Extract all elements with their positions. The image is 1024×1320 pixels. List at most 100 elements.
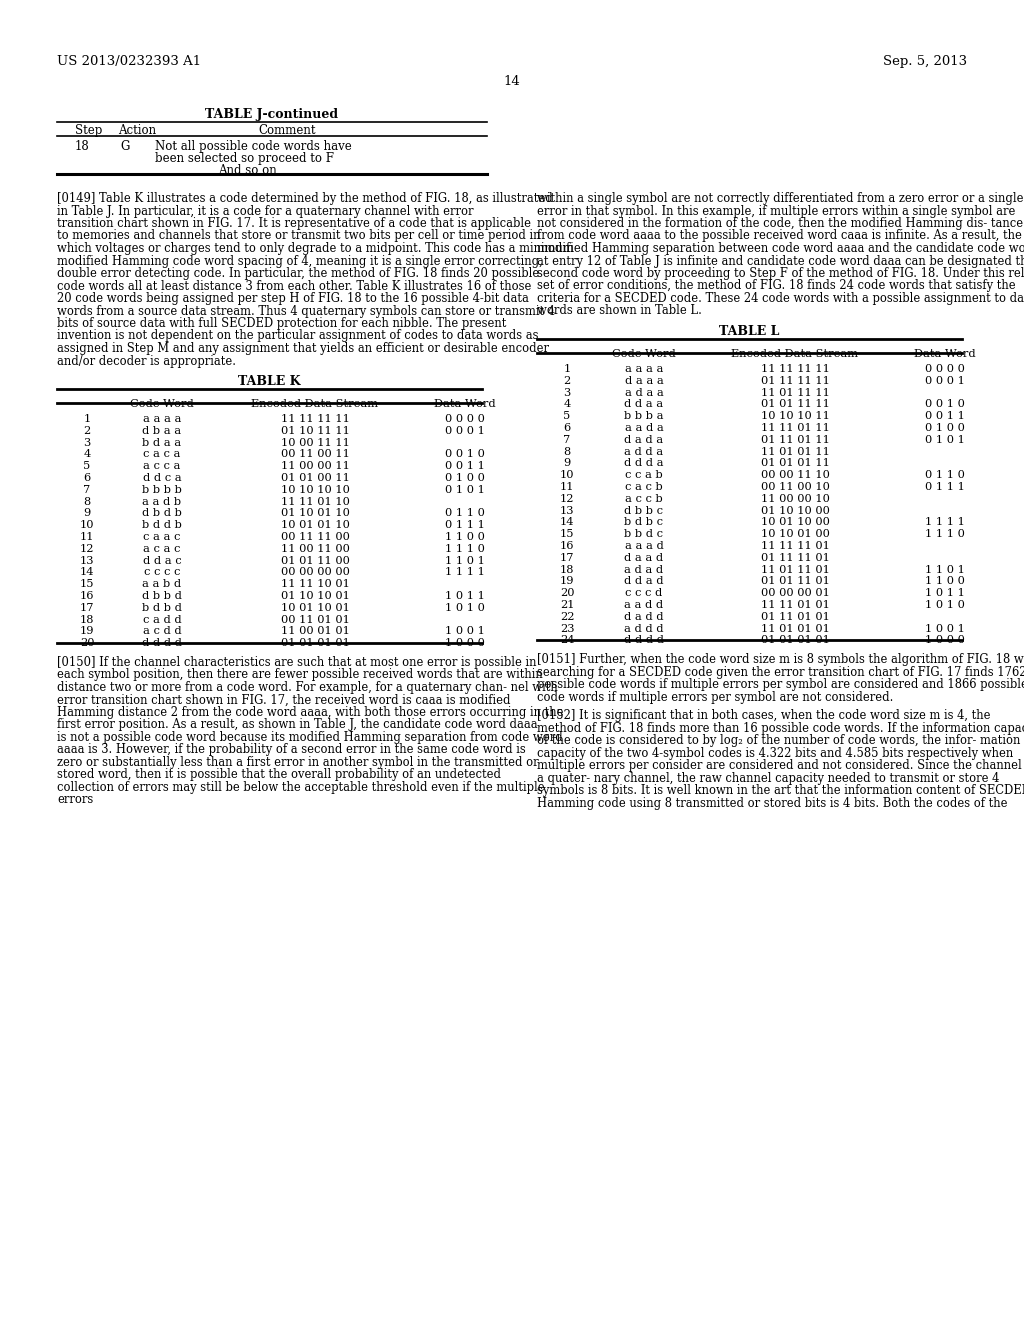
Text: 11 11 11 01: 11 11 11 01: [761, 541, 829, 550]
Text: to memories and channels that store or transmit two bits per cell or time period: to memories and channels that store or t…: [57, 230, 541, 243]
Text: 4: 4: [563, 400, 570, 409]
Text: b d b c: b d b c: [625, 517, 664, 528]
Text: 01 10 11 11: 01 10 11 11: [281, 426, 349, 436]
Text: 00 11 11 00: 00 11 11 00: [281, 532, 349, 543]
Text: 1 0 1 1: 1 0 1 1: [925, 589, 965, 598]
Text: 6: 6: [563, 422, 570, 433]
Text: [0151] Further, when the code word size m is 8 symbols the algorithm of FIG. 18 : [0151] Further, when the code word size …: [537, 653, 1024, 667]
Text: been selected so proceed to F: been selected so proceed to F: [155, 152, 334, 165]
Text: 01 11 01 11: 01 11 01 11: [761, 434, 829, 445]
Text: 1 1 0 0: 1 1 0 0: [445, 532, 485, 543]
Text: b b d c: b b d c: [625, 529, 664, 539]
Text: Code Word: Code Word: [612, 348, 676, 359]
Text: of the code is considered to by log₂ of the number of code words, the infor- mat: of the code is considered to by log₂ of …: [537, 734, 1020, 747]
Text: 01 01 01 11: 01 01 01 11: [761, 458, 829, 469]
Text: symbols is 8 bits. It is well known in the art that the information content of S: symbols is 8 bits. It is well known in t…: [537, 784, 1024, 797]
Text: d a a a: d a a a: [625, 376, 664, 385]
Text: 01 01 11 11: 01 01 11 11: [761, 400, 829, 409]
Text: 22: 22: [560, 611, 574, 622]
Text: 12: 12: [560, 494, 574, 504]
Text: a d d a: a d d a: [625, 446, 664, 457]
Text: a c c a: a c c a: [143, 461, 180, 471]
Text: Data Word: Data Word: [914, 348, 976, 359]
Text: 14: 14: [560, 517, 574, 528]
Text: 01 01 00 11: 01 01 00 11: [281, 473, 349, 483]
Text: 0 0 1 1: 0 0 1 1: [445, 461, 485, 471]
Text: 23: 23: [560, 623, 574, 634]
Text: 9: 9: [563, 458, 570, 469]
Text: 14: 14: [80, 568, 94, 577]
Text: 01 01 11 00: 01 01 11 00: [281, 556, 349, 565]
Text: 1 0 0 1: 1 0 0 1: [445, 627, 485, 636]
Text: Hamming distance 2 from the code word aaaa, with both those errors occurring in : Hamming distance 2 from the code word aa…: [57, 706, 563, 719]
Text: Encoded Data Stream: Encoded Data Stream: [252, 399, 379, 409]
Text: 1 0 0 0: 1 0 0 0: [445, 638, 485, 648]
Text: 1: 1: [563, 364, 570, 374]
Text: 0 1 0 1: 0 1 0 1: [445, 484, 485, 495]
Text: 2: 2: [83, 426, 91, 436]
Text: 00 00 11 10: 00 00 11 10: [761, 470, 829, 480]
Text: US 2013/0232393 A1: US 2013/0232393 A1: [57, 55, 201, 69]
Text: 11 11 10 01: 11 11 10 01: [281, 579, 349, 589]
Text: stored word, then it is possible that the overall probability of an undetected: stored word, then it is possible that th…: [57, 768, 501, 781]
Text: 11 11 11 11: 11 11 11 11: [281, 414, 349, 424]
Text: 10 00 11 11: 10 00 11 11: [281, 438, 349, 447]
Text: in Table J. In particular, it is a code for a quaternary channel with error: in Table J. In particular, it is a code …: [57, 205, 473, 218]
Text: 17: 17: [80, 603, 94, 612]
Text: 11 00 11 00: 11 00 11 00: [281, 544, 349, 554]
Text: error transition chart shown in FIG. 17, the received word is caaa is modified: error transition chart shown in FIG. 17,…: [57, 693, 511, 706]
Text: double error detecting code. In particular, the method of FIG. 18 finds 20 possi: double error detecting code. In particul…: [57, 267, 540, 280]
Text: 11 11 01 11: 11 11 01 11: [761, 422, 829, 433]
Text: 01 11 11 01: 01 11 11 01: [761, 553, 829, 562]
Text: d d a c: d d a c: [142, 556, 181, 565]
Text: 15: 15: [560, 529, 574, 539]
Text: d b b d: d b b d: [142, 591, 182, 601]
Text: d b a a: d b a a: [142, 426, 181, 436]
Text: Hamming code using 8 transmitted or stored bits is 4 bits. Both the codes of the: Hamming code using 8 transmitted or stor…: [537, 797, 1008, 809]
Text: c c c d: c c c d: [626, 589, 663, 598]
Text: 01 10 01 10: 01 10 01 10: [281, 508, 349, 519]
Text: 0 1 0 0: 0 1 0 0: [925, 422, 965, 433]
Text: d d a a: d d a a: [625, 400, 664, 409]
Text: a a d b: a a d b: [142, 496, 181, 507]
Text: Not all possible code words have: Not all possible code words have: [155, 140, 352, 153]
Text: a quater- nary channel, the raw channel capacity needed to transmit or store 4: a quater- nary channel, the raw channel …: [537, 772, 999, 784]
Text: a a d a: a a d a: [625, 422, 664, 433]
Text: TABLE L: TABLE L: [719, 325, 779, 338]
Text: 7: 7: [83, 484, 91, 495]
Text: 1: 1: [83, 414, 91, 424]
Text: c c c c: c c c c: [143, 568, 180, 577]
Text: 13: 13: [80, 556, 94, 565]
Text: d b b c: d b b c: [625, 506, 664, 516]
Text: 2: 2: [563, 376, 570, 385]
Text: 11 00 00 11: 11 00 00 11: [281, 461, 349, 471]
Text: b d b d: b d b d: [142, 603, 182, 612]
Text: 11 11 01 10: 11 11 01 10: [281, 496, 349, 507]
Text: and/or decoder is appropriate.: and/or decoder is appropriate.: [57, 355, 236, 367]
Text: which voltages or charges tend to only degrade to a midpoint. This code has a mi: which voltages or charges tend to only d…: [57, 242, 573, 255]
Text: 7: 7: [563, 434, 570, 445]
Text: 18: 18: [75, 140, 90, 153]
Text: G: G: [120, 140, 129, 153]
Text: possible code words if multiple errors per symbol are considered and 1866 possib: possible code words if multiple errors p…: [537, 678, 1024, 692]
Text: 13: 13: [560, 506, 574, 516]
Text: 12: 12: [80, 544, 94, 554]
Text: a a b d: a a b d: [142, 579, 181, 589]
Text: 1 1 1 0: 1 1 1 0: [445, 544, 485, 554]
Text: a a a a: a a a a: [142, 414, 181, 424]
Text: invention is not dependent on the particular assignment of codes to data words a: invention is not dependent on the partic…: [57, 330, 539, 342]
Text: 18: 18: [560, 565, 574, 574]
Text: 01 01 01 01: 01 01 01 01: [281, 638, 349, 648]
Text: d a d d: d a d d: [625, 611, 664, 622]
Text: 20: 20: [80, 638, 94, 648]
Text: c a c a: c a c a: [143, 449, 180, 459]
Text: modified Hamming code word spacing of 4, meaning it is a single error correcting: modified Hamming code word spacing of 4,…: [57, 255, 543, 268]
Text: error in that symbol. In this example, if multiple errors within a single symbol: error in that symbol. In this example, i…: [537, 205, 1016, 218]
Text: 10 01 01 10: 10 01 01 10: [281, 520, 349, 531]
Text: 0 1 0 0: 0 1 0 0: [445, 473, 485, 483]
Text: 11: 11: [80, 532, 94, 543]
Text: 1 0 1 0: 1 0 1 0: [925, 601, 965, 610]
Text: 16: 16: [80, 591, 94, 601]
Text: Action: Action: [118, 124, 156, 137]
Text: [0149] Table K illustrates a code determined by the method of FIG. 18, as illust: [0149] Table K illustrates a code determ…: [57, 191, 553, 205]
